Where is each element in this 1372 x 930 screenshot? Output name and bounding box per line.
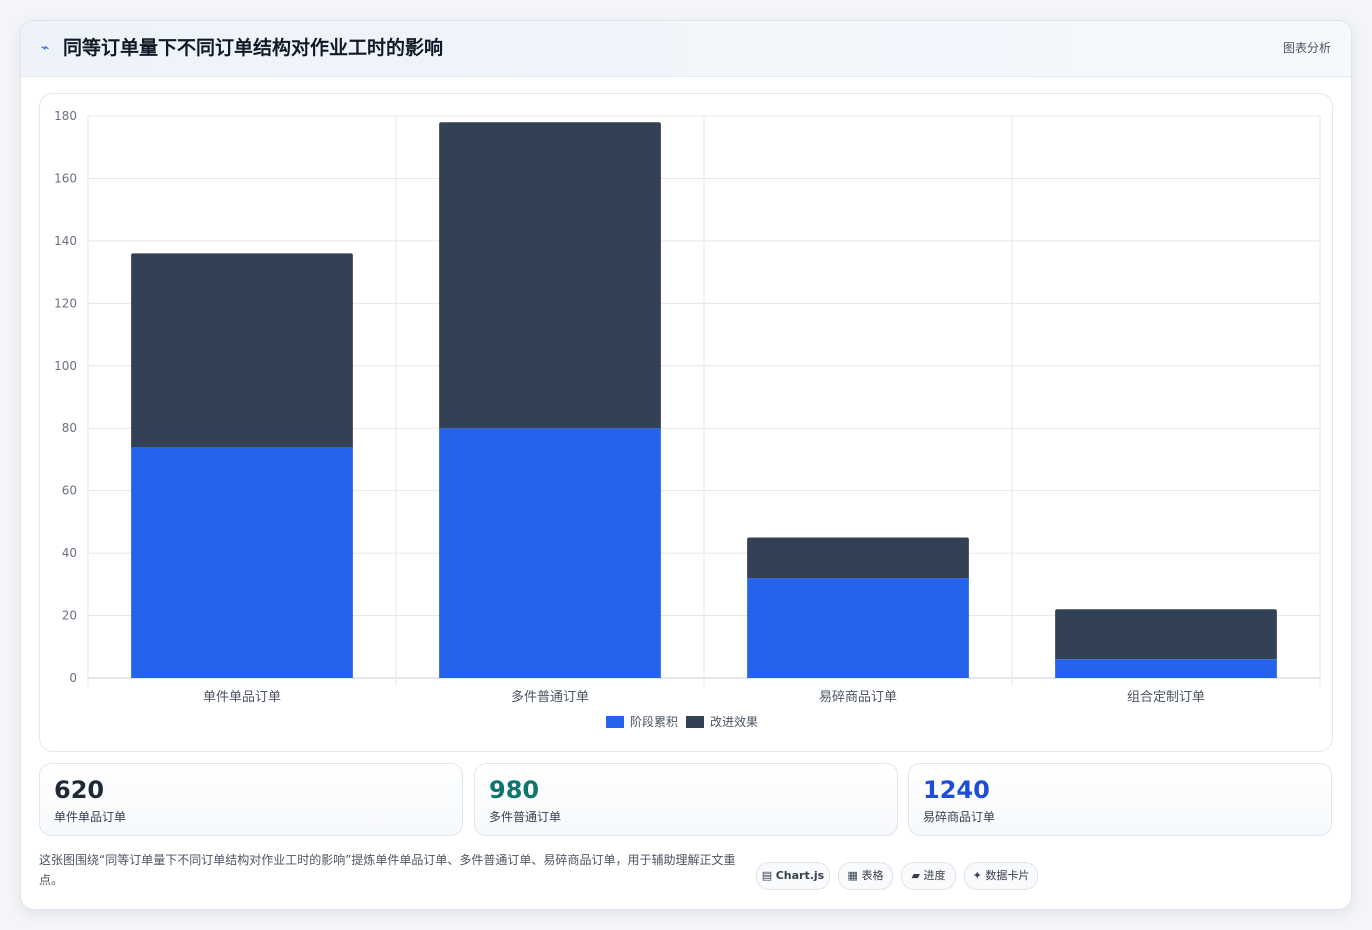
y-tick-label: 160 bbox=[54, 171, 77, 185]
bar-segment-stage bbox=[439, 428, 661, 678]
page-title: 同等订单量下不同订单结构对作业工时的影响 bbox=[63, 37, 444, 59]
stat-card-fragile: 1240 易碎商品订单 bbox=[908, 763, 1332, 836]
y-tick-label: 140 bbox=[54, 234, 77, 248]
legend-label: 改进效果 bbox=[710, 714, 758, 729]
legend-swatch bbox=[686, 716, 704, 728]
tag-label: Chart.js bbox=[775, 869, 825, 882]
y-tick-label: 100 bbox=[54, 359, 77, 373]
chart-analysis-tag: 图表分析 bbox=[1282, 41, 1331, 55]
stat-label: 易碎商品订单 bbox=[923, 810, 996, 824]
sparkle-icon: ✦ bbox=[972, 869, 982, 882]
stat-card-multi-item: 980 多件普通订单 bbox=[474, 763, 898, 836]
y-tick-label: 60 bbox=[62, 484, 77, 498]
x-tick-label: 多件普通订单 bbox=[511, 689, 589, 705]
chart-icon: ▤ bbox=[761, 869, 773, 882]
stat-value: 980 bbox=[489, 776, 540, 804]
tag-data-card[interactable]: ✦ 数据卡片 bbox=[964, 862, 1038, 890]
stat-value: 620 bbox=[54, 776, 105, 804]
tag-label: 数据卡片 bbox=[985, 869, 1030, 882]
y-tick-label: 180 bbox=[54, 109, 77, 123]
card-header: ⌁ 同等订单量下不同订单结构对作业工时的影响 图表分析 bbox=[21, 21, 1351, 77]
chart-description: 这张图围绕“同等订单量下不同订单结构对作业工时的影响”提炼单件单品订单、多件普通… bbox=[39, 853, 736, 887]
chart-card: ⌁ 同等订单量下不同订单结构对作业工时的影响 图表分析 0 20 40 60 80 100… bbox=[20, 20, 1352, 910]
y-tick-label: 20 bbox=[62, 609, 77, 623]
wave-icon: ⌁ bbox=[41, 40, 50, 56]
x-tick-label: 易碎商品订单 bbox=[819, 690, 897, 705]
tag-progress[interactable]: ▰ 进度 bbox=[901, 862, 956, 890]
progress-icon: ▰ bbox=[911, 869, 920, 882]
x-tick-label: 组合定制订单 bbox=[1127, 690, 1205, 705]
legend-label: 阶段累积 bbox=[630, 714, 678, 729]
tag-chartjs[interactable]: ▤ Chart.js bbox=[756, 862, 830, 890]
tag-table[interactable]: ▦ 表格 bbox=[838, 862, 893, 890]
bar-segment-stage bbox=[1055, 659, 1277, 678]
stat-label: 单件单品订单 bbox=[54, 810, 127, 824]
stat-label: 多件普通订单 bbox=[489, 810, 562, 824]
tag-label: 进度 bbox=[923, 869, 946, 882]
y-tick-label: 80 bbox=[62, 421, 77, 435]
bar-segment-improvement bbox=[439, 122, 661, 429]
bar-segment-stage bbox=[131, 446, 353, 678]
chart-panel: 0 20 40 60 80 100 120 140 160 180 单件单品订单 多件普通订单 易碎商品… bbox=[39, 93, 1333, 752]
stacked-bar-chart: 0 20 40 60 80 100 120 140 160 180 单件单品订单 多件普通订单 易碎商品… bbox=[54, 109, 1321, 729]
stat-value: 1240 bbox=[923, 776, 990, 804]
table-icon: ▦ bbox=[847, 869, 858, 882]
x-tick-label: 单件单品订单 bbox=[203, 690, 281, 705]
y-tick-label: 120 bbox=[54, 296, 77, 310]
bar-segment-improvement bbox=[1055, 609, 1277, 660]
tag-label: 表格 bbox=[861, 869, 884, 882]
stat-card-single-item: 620 单件单品订单 bbox=[39, 763, 463, 836]
bar-segment-stage bbox=[747, 578, 969, 678]
y-tick-label: 0 bbox=[69, 671, 77, 685]
y-tick-label: 40 bbox=[62, 546, 77, 560]
legend-swatch bbox=[606, 716, 624, 728]
bar-segment-improvement bbox=[747, 537, 969, 579]
bar-segment-improvement bbox=[131, 253, 353, 447]
